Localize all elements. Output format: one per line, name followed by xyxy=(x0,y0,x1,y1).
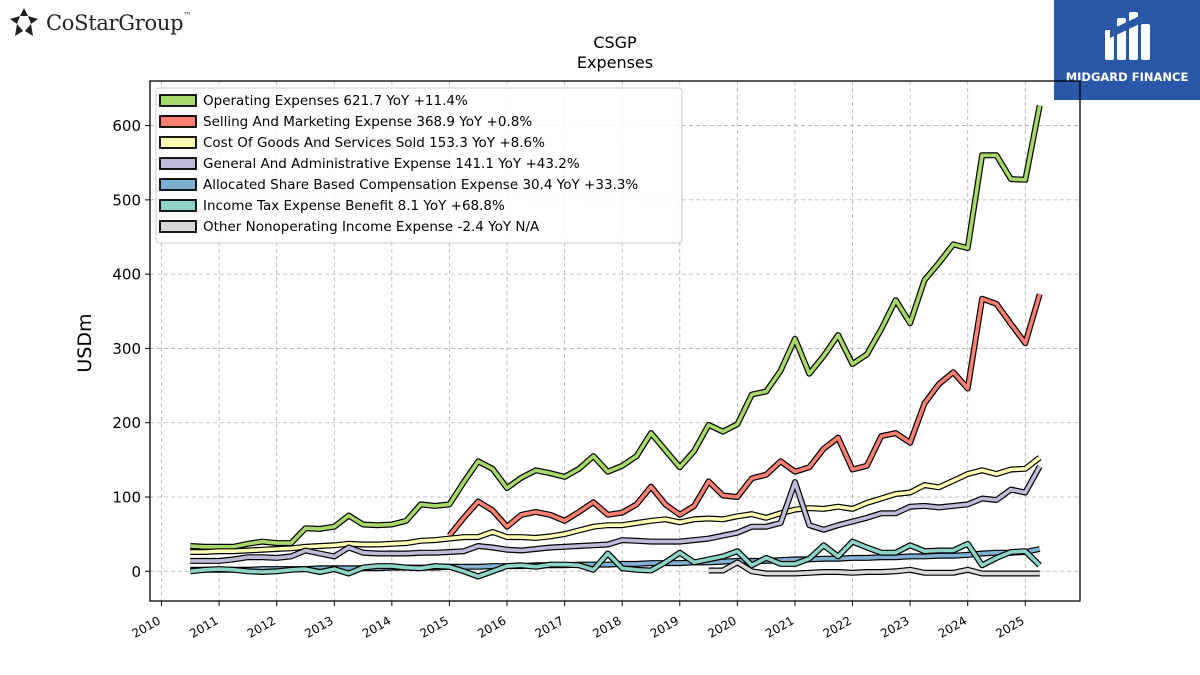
costar-star-icon xyxy=(10,8,38,36)
legend-label: Income Tax Expense Benefit 8.1 YoY +68.8… xyxy=(203,198,505,214)
y-tick-label: 400 xyxy=(112,266,141,284)
plot-frame xyxy=(149,80,1081,602)
y-tick-label: 100 xyxy=(112,489,141,507)
series-line xyxy=(190,465,1042,563)
y-axis: 0 100 200 300 400 500 600 xyxy=(112,117,150,581)
legend-swatch xyxy=(159,94,197,107)
x-tick-label: 2018 xyxy=(590,613,623,640)
legend-swatch xyxy=(159,136,197,149)
chart-subtitle: Expenses xyxy=(577,53,653,72)
x-tick-label: 2020 xyxy=(705,613,738,640)
series-2 xyxy=(190,455,1042,555)
chart-title: CSGP xyxy=(593,33,637,52)
brand-name: CoStarGroup xyxy=(46,11,184,35)
legend: Operating Expenses 621.7 YoY +11.4% Selli… xyxy=(155,87,683,244)
x-tick-label: 2021 xyxy=(763,613,796,640)
y-axis-label: USDm xyxy=(74,313,96,372)
series-layer xyxy=(189,104,1043,580)
x-tick-label: 2017 xyxy=(533,613,566,640)
y-tick-label: 300 xyxy=(112,340,141,358)
series-1 xyxy=(447,293,1043,538)
legend-label: Cost Of Goods And Services Sold 153.3 Yo… xyxy=(203,135,545,151)
series-line xyxy=(190,105,1042,549)
brand-trademark: ™ xyxy=(183,11,191,20)
series-3 xyxy=(190,465,1043,564)
legend-label: Other Nonoperating Income Expense -2.4 Y… xyxy=(203,219,540,235)
y-tick-label: 500 xyxy=(112,191,141,209)
legend-swatch xyxy=(159,220,197,233)
x-axis: 2010 2011 2012 2013 2014 2015 2016 2017 2018 2019… xyxy=(130,601,1027,641)
x-tick-label: 2019 xyxy=(648,613,681,640)
x-tick-label: 2016 xyxy=(475,613,508,640)
legend-label: Selling And Marketing Expense 368.9 YoY … xyxy=(203,114,532,130)
midgard-logo-icon xyxy=(1105,12,1150,60)
legend-label: General And Administrative Expense 141.1… xyxy=(203,156,580,172)
x-tick-label: 2024 xyxy=(936,613,969,640)
legend-swatch xyxy=(159,178,197,191)
x-tick-label: 2014 xyxy=(360,613,393,640)
series-line xyxy=(708,560,1040,576)
x-tick-label: 2022 xyxy=(821,613,854,640)
costar-brand: CoStarGroup™ xyxy=(8,6,191,40)
legend-label: Operating Expenses 621.7 YoY +11.4% xyxy=(203,93,468,109)
y-tick-label: 0 xyxy=(131,563,141,581)
x-tick-label: 2015 xyxy=(417,613,450,640)
series-5 xyxy=(189,538,1042,580)
series-line xyxy=(190,456,1041,554)
legend-swatch xyxy=(159,115,197,128)
legend-swatch xyxy=(159,199,197,212)
x-tick-label: 2013 xyxy=(302,613,335,640)
midgard-label: MIDGARD FINANCE xyxy=(1065,70,1189,84)
series-6 xyxy=(708,559,1040,577)
legend-box xyxy=(155,87,683,244)
midgard-badge: MIDGARD FINANCE xyxy=(1054,0,1200,100)
y-tick-label: 600 xyxy=(112,117,141,135)
x-tick-label: 2025 xyxy=(993,613,1026,640)
y-tick-label: 200 xyxy=(112,414,141,432)
series-line xyxy=(448,293,1042,537)
x-tick-label: 2023 xyxy=(878,613,911,640)
x-tick-label: 2012 xyxy=(245,613,278,640)
legend-label: Allocated Share Based Compensation Expen… xyxy=(203,177,638,193)
x-tick-label: 2011 xyxy=(187,613,220,640)
x-tick-label: 2010 xyxy=(130,613,163,640)
series-line xyxy=(190,539,1041,579)
series-0 xyxy=(190,104,1043,550)
legend-swatch xyxy=(159,157,197,170)
